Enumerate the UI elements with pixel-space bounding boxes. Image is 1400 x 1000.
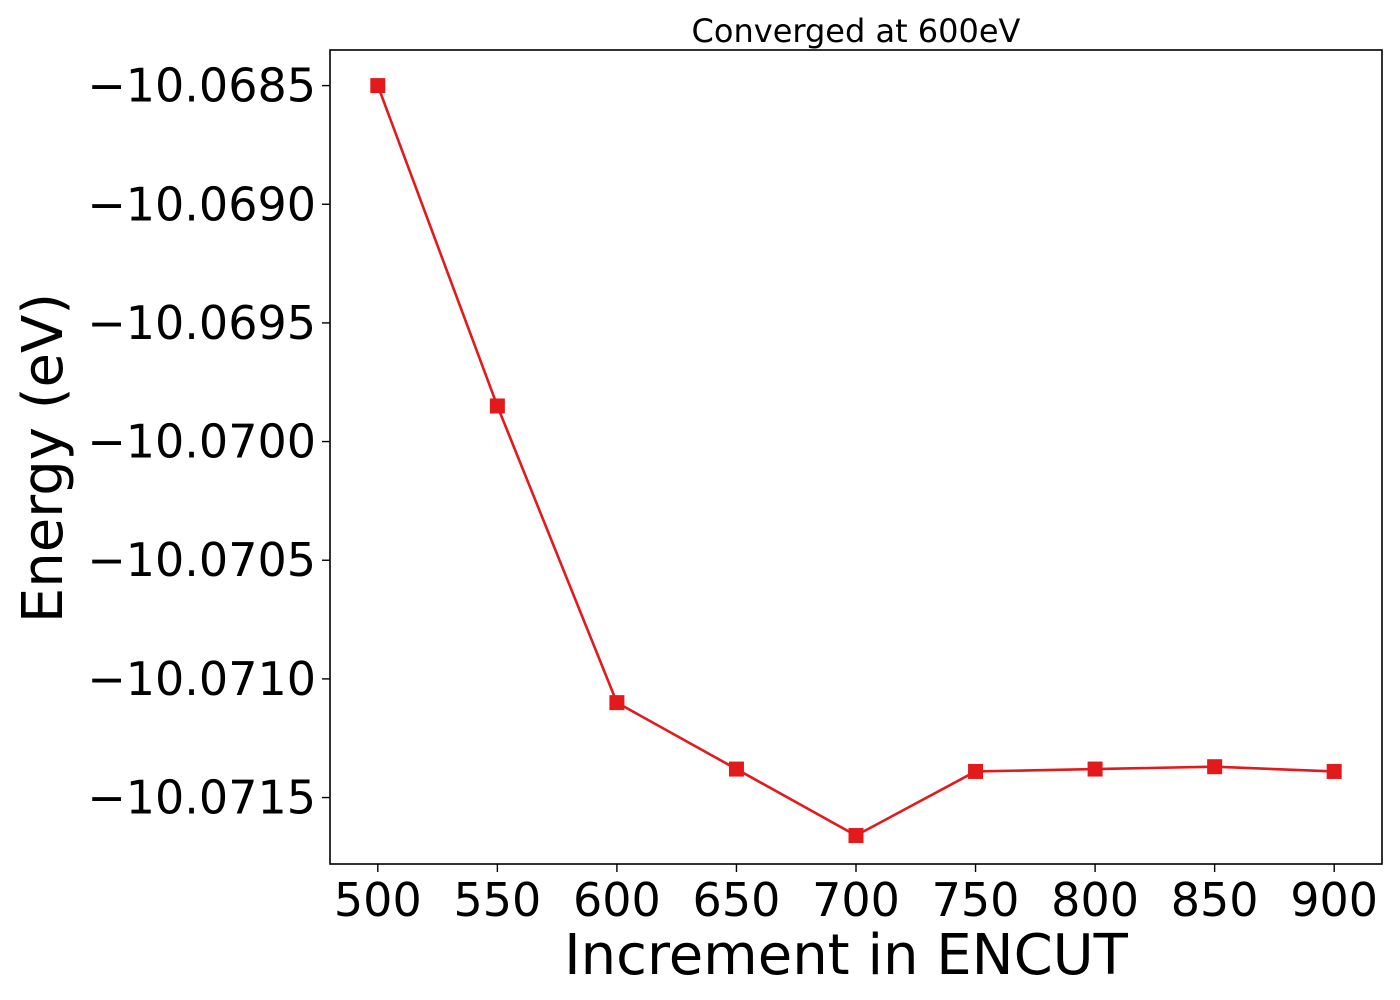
chart-title: Converged at 600eV	[692, 12, 1021, 50]
x-tick-label: 550	[453, 873, 541, 927]
x-tick-label: 750	[932, 873, 1020, 927]
x-tick-label: 800	[1051, 873, 1139, 927]
y-axis-label: Energy (eV)	[11, 293, 76, 623]
data-point-marker	[1326, 763, 1342, 779]
y-tick-label: −10.0715	[87, 771, 316, 825]
x-axis-label: Increment in ENCUT	[564, 923, 1129, 988]
y-tick-label: −10.0685	[87, 59, 316, 113]
y-tick-label: −10.0695	[87, 296, 316, 350]
y-tick-label: −10.0690	[87, 177, 316, 231]
series-line	[376, 85, 1335, 837]
x-tick-label: 900	[1290, 873, 1378, 927]
y-tick-label: −10.0705	[87, 533, 316, 587]
data-point-marker	[728, 761, 744, 777]
data-point-marker	[968, 763, 984, 779]
data-point-marker	[1207, 759, 1223, 775]
data-point-marker	[848, 828, 864, 844]
x-tick-label: 700	[812, 873, 900, 927]
data-point-marker	[489, 398, 505, 414]
x-tick-label: 500	[334, 873, 422, 927]
x-tick-label: 650	[693, 873, 781, 927]
x-tick-label: 850	[1171, 873, 1259, 927]
data-point-marker	[1087, 761, 1103, 777]
data-point-marker	[370, 78, 386, 94]
x-tick-label: 600	[573, 873, 661, 927]
y-tick-label: −10.0710	[87, 652, 316, 706]
data-point-marker	[609, 695, 625, 711]
plot-area: 500 550 600 650 700 750 800 850 900 −10.0685 −10.0…	[87, 49, 1383, 927]
y-tick-label: −10.0700	[87, 415, 316, 469]
plot-frame	[329, 49, 1383, 865]
